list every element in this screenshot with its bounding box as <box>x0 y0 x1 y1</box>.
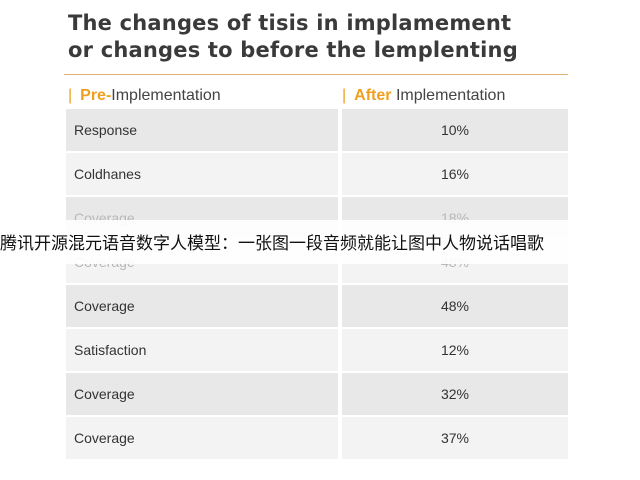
table-row: Coverage 32% <box>66 372 568 416</box>
header-after-text: Implementation <box>395 87 506 104</box>
row-value: 48% <box>342 285 568 327</box>
title-divider <box>64 74 568 75</box>
row-value: 10% <box>342 109 568 151</box>
caption-overlay-band <box>0 220 640 264</box>
row-label: Response <box>66 109 338 151</box>
header-bar-icon: | <box>68 87 73 104</box>
page-title: The changes of tisis in implamement or c… <box>68 10 588 64</box>
header-bar-icon: | <box>342 87 347 104</box>
header-pre-text: Implementation <box>111 87 221 104</box>
row-label: Coldhanes <box>66 153 338 195</box>
comparison-table: | Pre- Implementation | After Implementa… <box>66 84 568 460</box>
row-value: 12% <box>342 329 568 371</box>
header-after-implementation: | After Implementation <box>342 84 568 108</box>
header-pre-highlight: Pre- <box>80 87 112 104</box>
row-value: 37% <box>342 417 568 459</box>
row-value: 16% <box>342 153 568 195</box>
table-row: Coverage 48% <box>66 284 568 328</box>
row-value: 32% <box>342 373 568 415</box>
table-row: Response 10% <box>66 108 568 152</box>
table-header: | Pre- Implementation | After Implementa… <box>66 84 568 108</box>
row-label: Coverage <box>66 373 338 415</box>
table-row: Satisfaction 12% <box>66 328 568 372</box>
table-body: Response 10% Coldhanes 16% Coverage 18% … <box>66 108 568 460</box>
table-row: Coldhanes 16% <box>66 152 568 196</box>
header-pre-implementation: | Pre- Implementation <box>66 84 342 108</box>
row-label: Coverage <box>66 417 338 459</box>
title-line-2: or changes to before the lemplenting <box>68 38 518 62</box>
title-line-1: The changes of tisis in implamement <box>68 11 512 35</box>
row-label: Satisfaction <box>66 329 338 371</box>
row-label: Coverage <box>66 285 338 327</box>
caption-overlay-text: 腾讯开源混元语音数字人模型：一张图一段音频就能让图中人物说话唱歌 <box>0 234 544 254</box>
table-row: Coverage 37% <box>66 416 568 460</box>
header-after-highlight: After <box>354 87 392 104</box>
